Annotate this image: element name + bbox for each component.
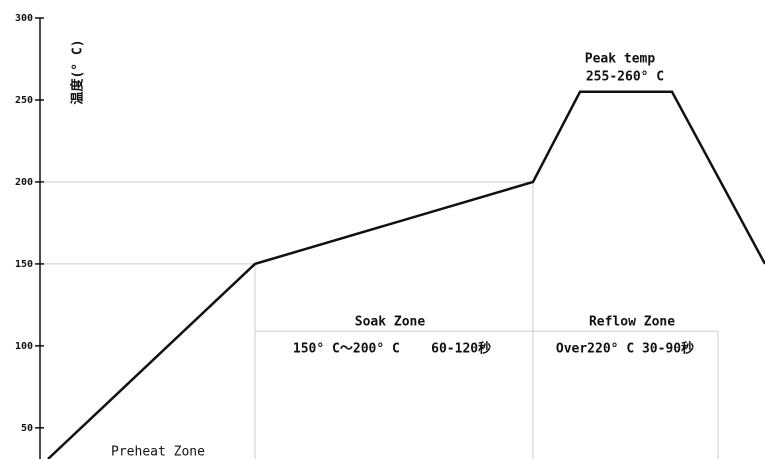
y-tick-label: 50 [21,423,33,434]
y-tick-label: 150 [15,259,33,270]
soak-title: Soak Zone [355,315,426,330]
soak-detail: 150° C～200° C 60-120秒 [293,341,491,357]
reflow-title: Reflow Zone [589,315,675,330]
profile-line [47,90,765,459]
y-tick-label: 100 [15,341,33,352]
peak-range: 255-260° C [586,70,664,85]
peak-title: Peak temp [585,52,656,67]
y-tick-label: 300 [15,13,33,24]
y-axis-label: 温度(° C) [70,39,86,104]
y-tick-label: 250 [15,95,33,106]
preheat-title: Preheat Zone [111,445,205,459]
y-tick-label: 200 [15,177,33,188]
reflow-detail: Over220° C 30-90秒 [556,341,694,357]
